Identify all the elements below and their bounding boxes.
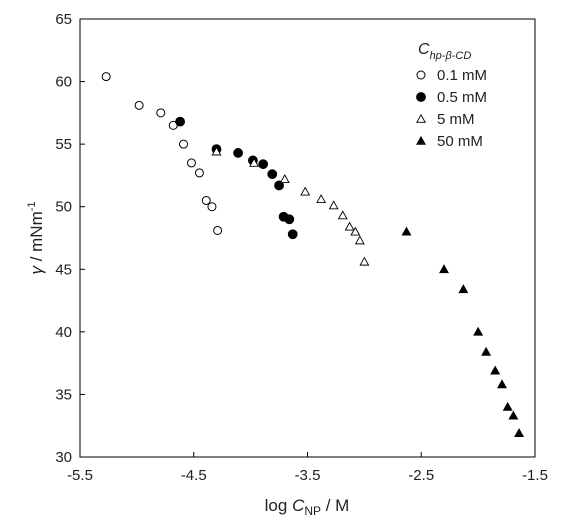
- data-point: [458, 284, 469, 294]
- data-point: [186, 158, 196, 168]
- y-tick-label: 45: [55, 261, 72, 278]
- data-point: [207, 202, 217, 212]
- data-point: [508, 410, 519, 420]
- data-point: [497, 379, 507, 389]
- data-point: [284, 214, 295, 225]
- legend-marker: [416, 135, 426, 145]
- data-point: [490, 365, 501, 375]
- data-point: [316, 194, 327, 204]
- data-point: [179, 139, 189, 149]
- legend-label: 0.1 mM: [437, 67, 487, 84]
- data-point: [328, 200, 339, 210]
- y-tick-label: 30: [55, 449, 72, 466]
- y-tick-label: 65: [55, 11, 72, 28]
- x-tick-label: -2.5: [408, 467, 434, 484]
- data-point: [481, 346, 492, 356]
- plot-frame: [79, 18, 536, 458]
- axes: -5.5 -4.5 -3.5 -2.5 -1.5 30 35 40 45 50 55 60 65: [55, 11, 548, 484]
- data-point: [201, 195, 211, 205]
- x-ticks: -5.5 -4.5 -3.5 -2.5 -1.5: [67, 452, 548, 484]
- data-point: [354, 235, 365, 245]
- legend-label: 5 mM: [437, 111, 475, 128]
- data-point: [350, 226, 361, 236]
- legend-item-0-1-mm: 0.1 mM: [416, 67, 487, 84]
- data-point: [344, 221, 355, 231]
- data-point: [258, 159, 269, 170]
- data-point: [101, 72, 111, 82]
- legend-title: Chp-β-CD: [418, 41, 471, 62]
- x-tick-label: -1.5: [522, 467, 548, 484]
- y-tick-label: 55: [55, 136, 72, 153]
- data-point: [439, 264, 449, 274]
- data-point: [134, 100, 144, 110]
- data-point: [175, 116, 186, 127]
- x-tick-label: -4.5: [181, 467, 207, 484]
- series-0-5-mm: [175, 116, 298, 240]
- data-point: [156, 108, 166, 118]
- y-tick-label: 50: [55, 199, 72, 216]
- data-point: [267, 169, 278, 180]
- data-point: [473, 326, 484, 336]
- data-point: [274, 180, 284, 191]
- legend-label: 50 mM: [437, 133, 483, 150]
- series-50-mm: [401, 226, 525, 438]
- series-layer: [101, 72, 525, 438]
- y-tick-label: 60: [55, 74, 72, 91]
- data-point: [514, 428, 525, 438]
- legend-marker: [416, 70, 426, 80]
- x-axis-title: log CNP / M: [265, 496, 350, 518]
- data-point: [233, 148, 244, 158]
- y-tick-label: 40: [55, 324, 72, 341]
- series-5-mm: [211, 146, 370, 266]
- data-point: [287, 229, 298, 240]
- x-tick-label: -3.5: [295, 467, 321, 484]
- data-point: [502, 401, 513, 411]
- legend: Chp-β-CD 0.1 mM 0.5 mM 5 mM 50 mM: [416, 41, 487, 150]
- legend-item-5-mm: 5 mM: [416, 111, 475, 128]
- legend-label: 0.5 mM: [437, 89, 487, 106]
- data-point: [213, 225, 223, 235]
- y-ticks: 30 35 40 45 50 55 60 65: [55, 11, 85, 466]
- x-tick-label: -5.5: [67, 467, 93, 484]
- series-0-1-mm: [101, 72, 223, 235]
- legend-item-0-5-mm: 0.5 mM: [416, 89, 487, 106]
- legend-item-50-mm: 50 mM: [416, 133, 483, 150]
- data-point: [337, 210, 348, 220]
- y-tick-label: 35: [55, 386, 72, 403]
- y-axis-title: γ / mNm-1: [26, 201, 46, 274]
- data-point: [300, 186, 311, 196]
- data-point: [249, 157, 260, 167]
- data-point: [279, 174, 290, 183]
- legend-items: 0.1 mM 0.5 mM 5 mM 50 mM: [416, 67, 487, 150]
- data-point: [194, 168, 204, 178]
- legend-marker: [416, 113, 426, 123]
- data-point: [359, 256, 370, 266]
- data-point: [211, 146, 222, 156]
- legend-marker: [416, 92, 426, 102]
- data-point: [401, 226, 412, 236]
